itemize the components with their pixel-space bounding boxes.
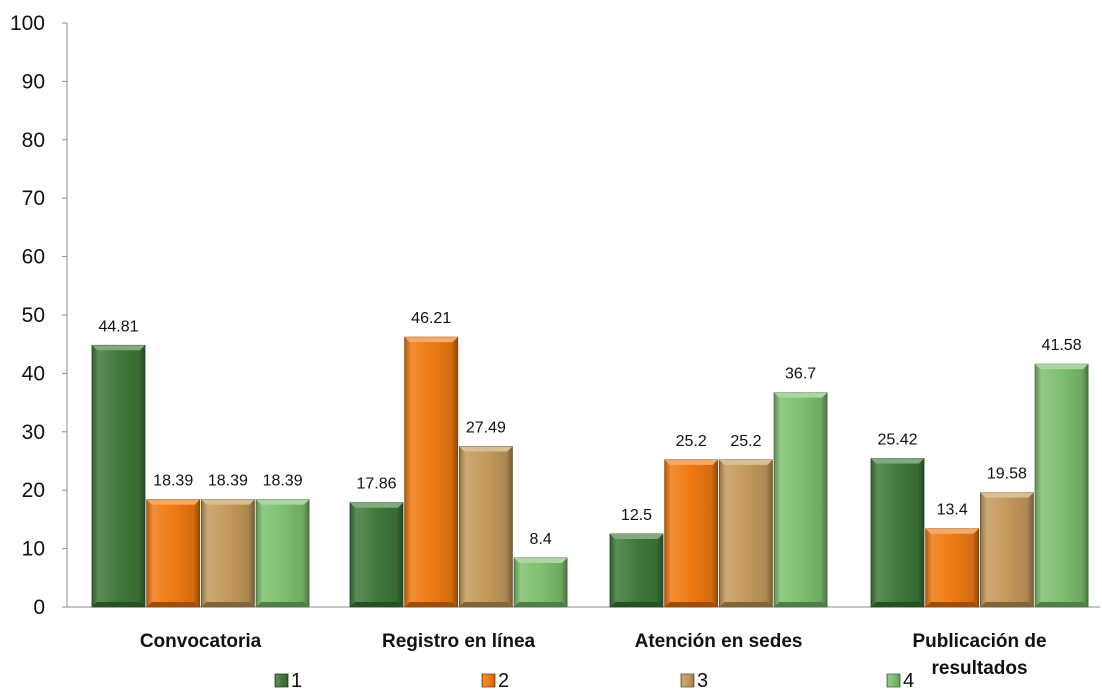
legend-label: 4 <box>903 670 914 690</box>
y-tick-label: 40 <box>22 362 45 385</box>
legend: 1 2 3 4 <box>274 670 914 690</box>
bar <box>458 446 513 608</box>
y-tick-label: 80 <box>22 129 45 152</box>
y-tick-label: 30 <box>22 421 45 444</box>
category-label: Publicación de <box>913 631 1047 652</box>
bar <box>349 502 404 608</box>
data-label: 18.39 <box>208 473 248 490</box>
data-label: 36.7 <box>785 366 816 383</box>
bar <box>146 499 201 608</box>
y-tick-label: 50 <box>22 304 45 327</box>
y-tick-label: 0 <box>33 596 45 619</box>
data-label: 19.58 <box>987 466 1027 483</box>
legend-swatch <box>274 673 289 688</box>
bars <box>91 336 1089 608</box>
bar <box>980 492 1034 608</box>
y-tick-label: 60 <box>22 246 45 269</box>
bar <box>719 459 773 608</box>
bar <box>200 499 255 608</box>
data-label: 17.86 <box>356 476 396 493</box>
data-label: 8.4 <box>529 531 551 548</box>
bar <box>925 528 980 608</box>
legend-item: 1 <box>274 670 302 690</box>
data-label: 12.5 <box>621 507 652 524</box>
legend-label: 1 <box>291 670 302 690</box>
bar <box>609 533 664 608</box>
y-tick-label: 90 <box>22 70 45 93</box>
data-label: 18.39 <box>263 473 303 490</box>
bar <box>91 344 146 608</box>
data-label: 25.2 <box>730 433 761 450</box>
data-label: 13.4 <box>937 502 968 519</box>
bar-labels: 44.81 18.39 18.39 18.39 17.86 46.21 27.49 8.4 12… <box>98 310 1081 548</box>
legend-swatch <box>886 673 901 688</box>
y-tick-label: 100 <box>10 12 45 35</box>
legend-label: 3 <box>697 670 708 690</box>
data-label: 27.49 <box>466 419 506 436</box>
bar <box>513 557 568 608</box>
data-label: 46.21 <box>411 310 451 327</box>
data-label: 44.81 <box>98 318 138 335</box>
bar <box>255 499 310 608</box>
legend-item: 3 <box>680 670 708 690</box>
bar <box>773 392 828 608</box>
y-tick-label: 20 <box>22 479 45 502</box>
x-axis: Convocatoria Registro en línea Atención en… <box>140 631 1047 679</box>
data-label: 25.42 <box>877 432 917 449</box>
legend-item: 4 <box>886 670 914 690</box>
legend-item: 2 <box>481 670 509 690</box>
y-tick-label: 10 <box>22 538 45 561</box>
category-label: Convocatoria <box>140 631 262 652</box>
data-label: 25.2 <box>676 433 707 450</box>
data-label: 41.58 <box>1042 337 1082 354</box>
bar <box>664 459 719 608</box>
y-tick-label: 70 <box>22 187 45 210</box>
category-label: Atención en sedes <box>635 631 803 652</box>
bar <box>404 336 459 608</box>
category-label: resultados <box>932 658 1028 679</box>
bar <box>1034 363 1089 608</box>
data-label: 18.39 <box>153 473 193 490</box>
legend-swatch <box>680 673 695 688</box>
y-axis: 0 10 20 30 40 50 60 70 80 90 100 <box>10 12 1100 619</box>
legend-swatch <box>481 673 496 688</box>
bar <box>870 458 925 608</box>
category-label: Registro en línea <box>382 631 536 652</box>
legend-label: 2 <box>498 670 509 690</box>
